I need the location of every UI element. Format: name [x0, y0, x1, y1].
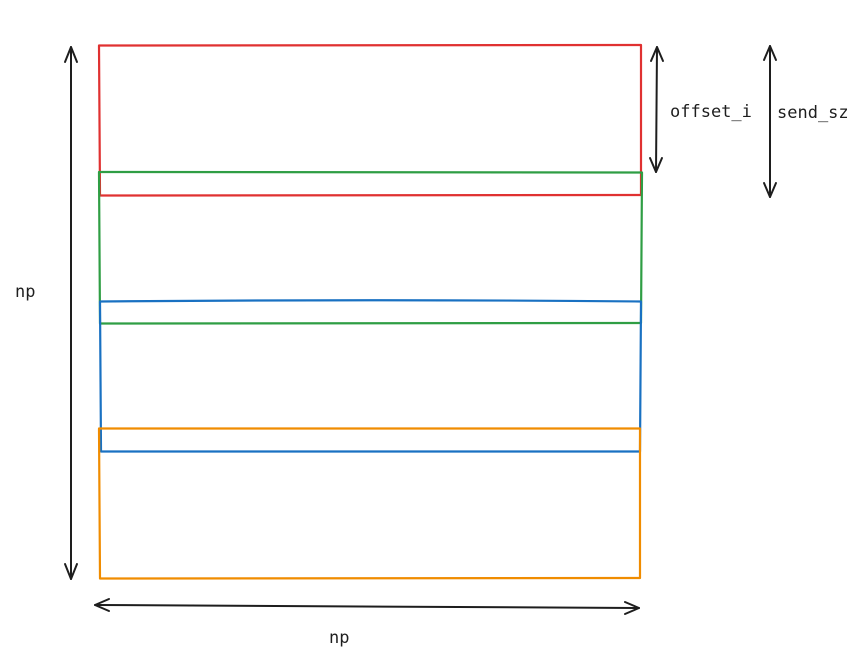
block-blue — [98, 299, 643, 453]
width-label: np — [329, 628, 349, 648]
send-size-label: send_sz — [777, 103, 849, 123]
offset-label: offset_i — [670, 102, 752, 122]
width-arrow — [94, 598, 640, 615]
height-arrow — [64, 46, 78, 580]
send-size-arrow — [763, 45, 777, 198]
offset-arrow — [649, 46, 664, 173]
block-orange — [97, 427, 642, 580]
height-label: np — [15, 282, 35, 302]
